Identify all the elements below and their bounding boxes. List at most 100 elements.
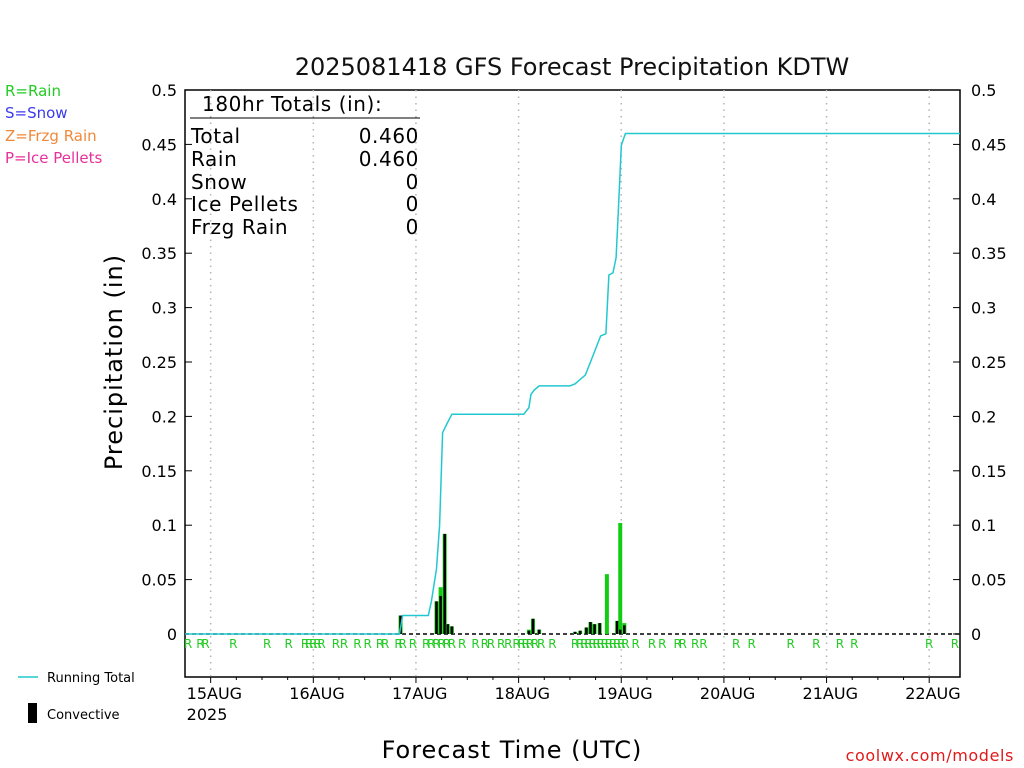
x-tick-label: 20AUG xyxy=(700,684,755,703)
precip-type-marker: R xyxy=(437,637,445,651)
y-tick-label-right: 0.5 xyxy=(971,81,996,100)
precip-type-marker: R xyxy=(409,637,417,651)
precip-type-marker: R xyxy=(526,637,534,651)
y-tick-label-right: 0.1 xyxy=(971,516,996,535)
y-tick-label-left: 0.35 xyxy=(141,244,177,263)
y-tick-label-right: 0.3 xyxy=(971,299,996,318)
precip-type-marker: R xyxy=(317,637,325,651)
precip-type-marker: R xyxy=(512,637,520,651)
y-tick-label-left: 0.15 xyxy=(141,462,177,481)
precip-type-marker: R xyxy=(613,637,621,651)
convective-bar xyxy=(593,624,596,634)
y-tick-label-left: 0.25 xyxy=(141,353,177,372)
x-tick-sublabel: 2025 xyxy=(187,705,228,724)
precip-type-marker: R xyxy=(364,637,372,651)
legend-convective-label: Convective xyxy=(47,708,120,723)
precip-type-marker: R xyxy=(674,637,682,651)
x-axis-label: Forecast Time (UTC) xyxy=(382,736,643,764)
series-legend: Running Total Convective xyxy=(18,671,135,723)
precip-type-marker: R xyxy=(313,637,321,651)
y-axis-label: Precipitation (in) xyxy=(100,254,128,470)
y-tick-label-left: 0.05 xyxy=(141,571,177,590)
bar-layer xyxy=(398,523,627,634)
legend-convective-swatch xyxy=(28,703,37,723)
precip-type-marker: R xyxy=(592,637,600,651)
totals-label-ice-pellets: Ice Pellets xyxy=(191,192,299,216)
precip-type-marker: R xyxy=(531,637,539,651)
y-tick-label-left: 0 xyxy=(167,625,177,644)
precip-type-marker: R xyxy=(537,637,545,651)
precip-type-marker: R xyxy=(601,637,609,651)
precip-type-marker: R xyxy=(580,637,588,651)
y-tick-label-right: 0.35 xyxy=(971,244,1007,263)
precip-type-marker: R xyxy=(658,637,666,651)
totals-value-ice-pellets: 0 xyxy=(406,192,419,216)
precip-type-marker: R xyxy=(427,637,435,651)
convective-bar xyxy=(589,622,592,634)
precip-type-marker: R xyxy=(340,637,348,651)
chart-title: 2025081418 GFS Forecast Precipitation KD… xyxy=(295,53,850,81)
totals-value-total: 0.460 xyxy=(359,124,419,148)
precip-type-marker: R xyxy=(836,637,844,651)
y-tick-label-left: 0.2 xyxy=(152,407,177,426)
precip-type-marker: R xyxy=(398,637,406,651)
precip-type-marker: R xyxy=(812,637,820,651)
precip-bar xyxy=(604,574,609,634)
type-legend: R=Rain S=Snow Z=Frzg Rain P=Ice Pellets xyxy=(5,82,102,167)
precip-type-marker: R xyxy=(786,637,794,651)
convective-bar xyxy=(439,595,442,634)
y-tick-label-left: 0.3 xyxy=(152,299,177,318)
precip-type-marker: R xyxy=(605,637,613,651)
x-axis-ticks: 15AUG 2025 16AUG 17AUG 18AUG 19AUG 20AUG 21AUG 2… xyxy=(187,677,961,724)
precip-type-marker: R xyxy=(487,637,495,651)
legend-running-total-label: Running Total xyxy=(47,671,135,686)
y-tick-label-right: 0.15 xyxy=(971,462,1007,481)
precip-type-marker: R xyxy=(584,637,592,651)
precip-type-marker: R xyxy=(609,637,617,651)
convective-bar xyxy=(573,631,577,634)
precip-type-marker: R xyxy=(588,637,596,651)
y-tick-label-right: 0 xyxy=(971,625,981,644)
totals-label-rain: Rain xyxy=(191,147,237,171)
x-tick-label: 21AUG xyxy=(803,684,858,703)
precip-type-marker: R xyxy=(481,637,489,651)
precip-type-marker: R xyxy=(309,637,317,651)
precip-type-marker: R xyxy=(631,637,639,651)
precip-type-marker: R xyxy=(699,637,707,651)
totals-value-snow: 0 xyxy=(406,170,419,194)
totals-box: 180hr Totals (in): Total 0.460 Rain 0.46… xyxy=(190,92,420,239)
precip-type-marker: R xyxy=(471,637,479,651)
precip-type-marker: R xyxy=(394,637,402,651)
precip-type-marker: R xyxy=(951,637,959,651)
convective-bar xyxy=(623,625,626,634)
precip-type-marker: R xyxy=(504,637,512,651)
precip-type-marker: R xyxy=(576,637,584,651)
precip-type-marker: R xyxy=(497,637,505,651)
y-tick-label-right: 0.4 xyxy=(971,190,996,209)
totals-label-snow: Snow xyxy=(191,170,247,194)
precip-type-marker: R xyxy=(196,637,204,651)
convective-bar xyxy=(618,629,622,634)
type-legend-rain: R=Rain xyxy=(5,82,61,100)
precip-type-marker: R xyxy=(571,637,579,651)
precip-type-marker: R xyxy=(332,637,340,651)
precip-type-marker: R xyxy=(353,637,361,651)
x-tick-label: 22AUG xyxy=(905,684,960,703)
precip-type-marker: R xyxy=(443,637,451,651)
convective-bar xyxy=(531,618,535,634)
totals-heading: 180hr Totals (in): xyxy=(202,92,382,116)
convective-bar xyxy=(443,533,446,634)
precip-type-marker: R xyxy=(432,637,440,651)
y-tick-label-right: 0.2 xyxy=(971,407,996,426)
precip-type-marker: R xyxy=(850,637,858,651)
y-tick-label-left: 0.1 xyxy=(152,516,177,535)
convective-bar xyxy=(450,626,454,634)
convective-bar xyxy=(578,630,582,634)
x-tick-label: 19AUG xyxy=(597,684,652,703)
running-total-line xyxy=(185,132,960,635)
precip-type-marker: R xyxy=(522,637,530,651)
y-tick-label-left: 0.5 xyxy=(152,81,177,100)
precip-type-marker: R xyxy=(679,637,687,651)
